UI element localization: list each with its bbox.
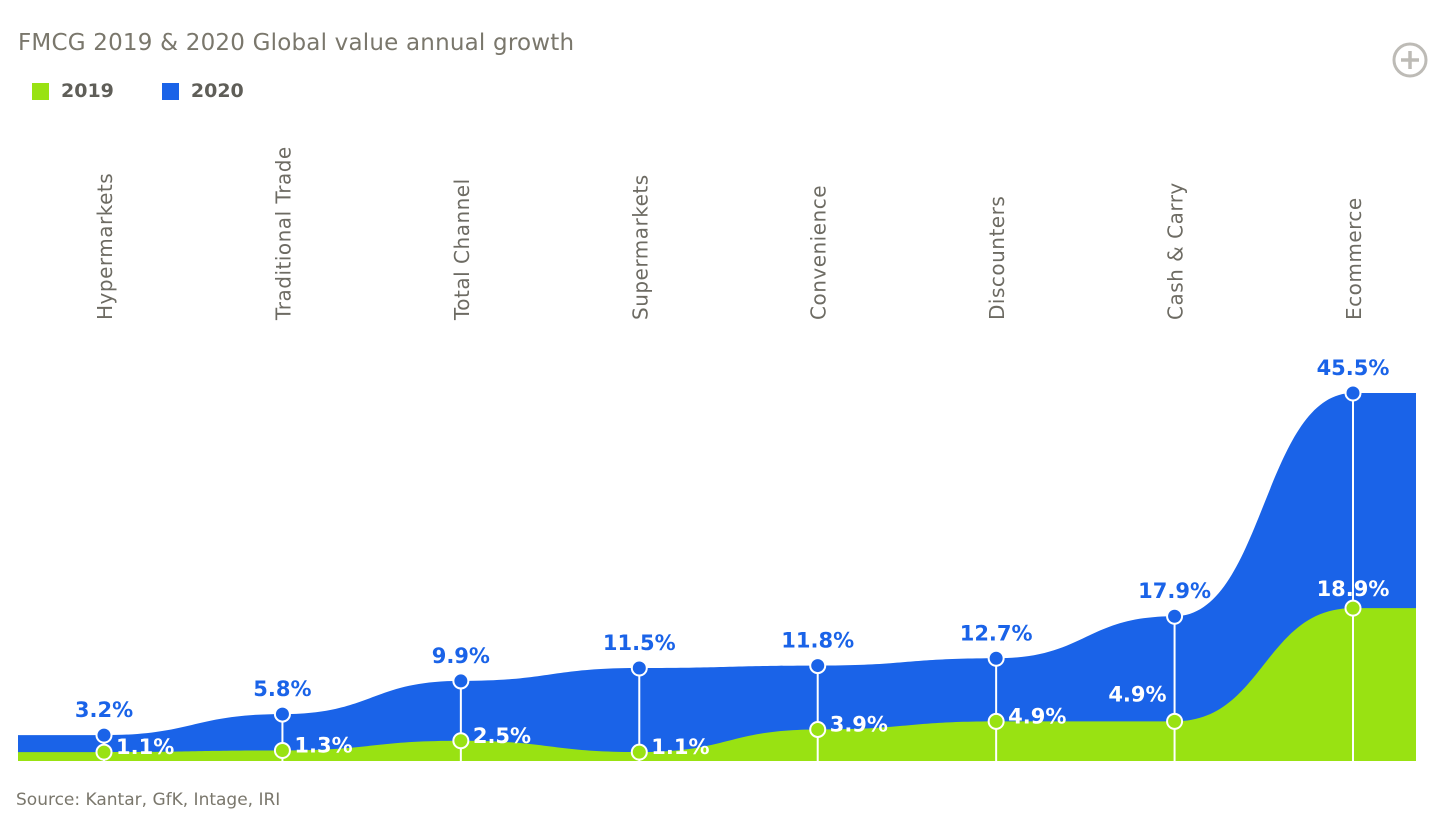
data-label-2019: 4.9% <box>1008 704 1066 728</box>
point-2019 <box>987 712 1005 730</box>
area-2019 <box>18 608 1416 761</box>
data-label-2020: 45.5% <box>1317 356 1390 380</box>
point-2019 <box>630 743 648 761</box>
point-2019 <box>273 741 291 759</box>
data-label-2020: 9.9% <box>432 644 490 668</box>
legend: 2019 2020 <box>32 80 292 102</box>
category-label: Traditional Trade <box>271 146 295 321</box>
data-label-2020: 11.8% <box>781 629 854 653</box>
plus-circle-icon <box>1392 42 1428 78</box>
category-label: Ecommerce <box>1342 197 1366 320</box>
chart-title: FMCG 2019 & 2020 Global value annual gro… <box>18 30 575 56</box>
point-2019 <box>452 732 470 750</box>
legend-label-2019: 2019 <box>61 80 114 102</box>
add-button[interactable] <box>1392 42 1428 78</box>
point-2019 <box>1344 599 1362 617</box>
point-2020 <box>95 726 113 744</box>
point-2020 <box>1344 384 1362 402</box>
point-2020 <box>809 657 827 675</box>
data-label-2019: 4.9% <box>1108 682 1166 706</box>
chart: Hypermarkets Traditional Trade Total Chann… <box>18 146 1416 761</box>
data-label-2019: 1.1% <box>651 735 709 759</box>
category-label: Hypermarkets <box>93 173 117 320</box>
point-2019 <box>809 720 827 738</box>
data-label-2020: 5.8% <box>253 677 311 701</box>
category-label: Cash & Carry <box>1164 182 1188 320</box>
point-2019 <box>1166 712 1184 730</box>
point-2020 <box>452 672 470 690</box>
category-label: Discounters <box>985 196 1009 320</box>
data-label-2020: 17.9% <box>1138 579 1211 603</box>
data-label-2020: 12.7% <box>960 621 1033 645</box>
point-2020 <box>987 649 1005 667</box>
data-label-2020: 11.5% <box>603 631 676 655</box>
legend-label-2020: 2020 <box>190 80 244 102</box>
data-label-2019: 18.9% <box>1317 577 1390 601</box>
point-2020 <box>273 705 291 723</box>
category-label: Total Channel <box>450 178 474 321</box>
point-2020 <box>630 659 648 677</box>
data-label-2019: 2.5% <box>473 724 531 748</box>
legend-item-2019: 2019 <box>32 80 114 102</box>
category-label: Convenience <box>807 185 831 320</box>
data-label-2020: 3.2% <box>75 698 133 722</box>
legend-swatch-2019 <box>32 82 49 100</box>
point-2020 <box>1166 607 1184 625</box>
legend-item-2020: 2020 <box>161 80 244 102</box>
category-label: Supermarkets <box>628 174 652 320</box>
source-note: Source: Kantar, GfK, Intage, IRI <box>16 790 281 810</box>
data-label-2019: 1.3% <box>294 733 352 757</box>
point-2019 <box>95 743 113 761</box>
data-label-2019: 3.9% <box>830 712 888 736</box>
legend-swatch-2020 <box>161 82 179 100</box>
data-label-2019: 1.1% <box>116 735 174 759</box>
area-2020 <box>18 393 1416 761</box>
